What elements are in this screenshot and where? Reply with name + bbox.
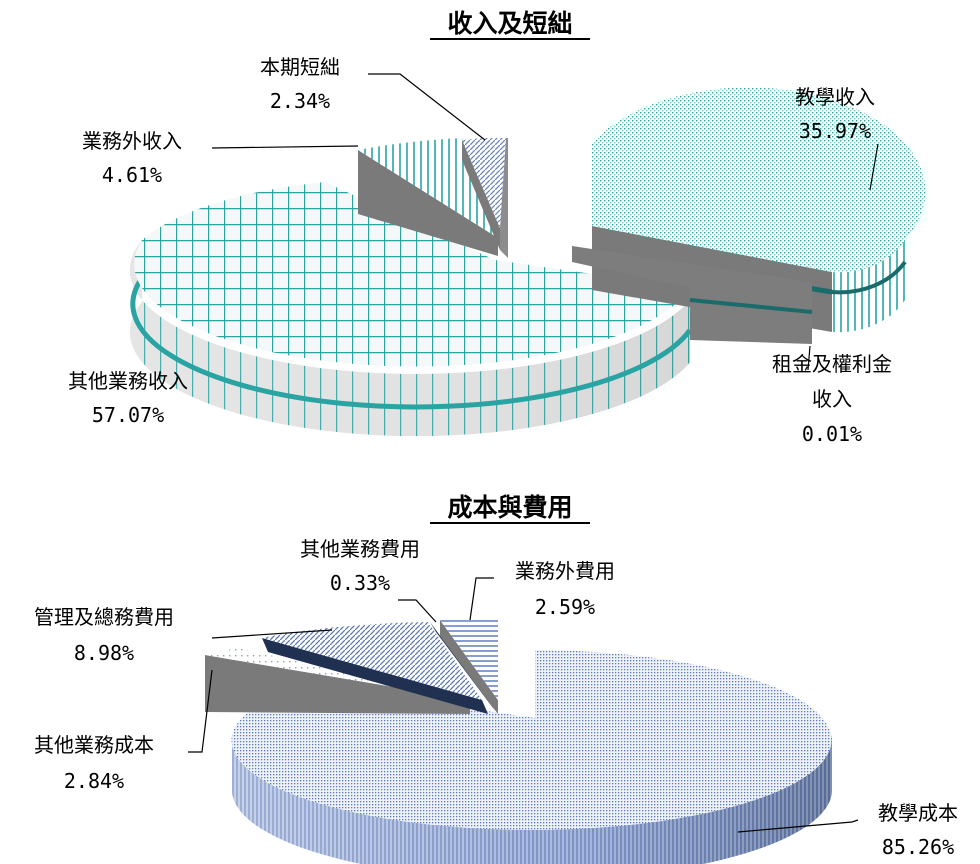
slice-side-other-business-cost: [205, 655, 470, 714]
slice-side-current-deficit-2: [500, 138, 508, 258]
label-non-operating-expense: 業務外費用: [515, 559, 615, 583]
slice-top-current-deficit: [462, 137, 506, 228]
leader-line-rent-royalty: [807, 345, 811, 371]
slice-top-non-operating-expense: [440, 617, 498, 700]
slice-side-non-operating-income: [358, 150, 498, 256]
slice-side-current-deficit: [462, 140, 500, 250]
value-rent-royalty-income: 0.01%: [802, 422, 862, 446]
value-non-operating-income: 4.61%: [102, 163, 162, 187]
chart-title-costs: 成本與費用: [447, 493, 572, 522]
leader-line-current-deficit: [368, 73, 486, 141]
leader-line-teaching-cost: [737, 819, 859, 833]
slice-band-rent-royalty-income: [689, 298, 813, 314]
slice-side-non-operating-expense: [440, 620, 498, 714]
label-other-business-expense: 其他業務費用: [300, 537, 420, 561]
leader-line-other-business-cost: [188, 669, 213, 753]
chart-income: 收入及短絀 本期短絀 2.34% 業務外收入 4.61%: [68, 9, 926, 446]
value-other-business-cost: 2.84%: [64, 769, 124, 793]
slice-top-non-operating-income: [358, 138, 498, 238]
leader-line-non-operating-expense: [469, 577, 494, 621]
leader-line-admin-expense: [211, 629, 333, 639]
chart-title-income: 收入及短絀: [447, 9, 572, 38]
slice-side-teaching-cost-pattern: [232, 735, 832, 864]
label-other-business-cost: 其他業務成本: [34, 733, 154, 757]
slice-top-other-business-income: [134, 182, 690, 367]
slice-top-teaching-income: [592, 87, 926, 273]
slice-band-other-business-income: [130, 276, 693, 410]
label-current-deficit: 本期短絀: [260, 55, 340, 79]
label-rent-royalty-income: 租金及權利金: [772, 352, 892, 376]
value-other-business-income: 57.07%: [92, 403, 164, 427]
slice-top-admin-expense: [262, 622, 482, 700]
slice-band-teaching-income-2: [831, 260, 907, 295]
leader-line-other-business-expense: [398, 599, 437, 623]
slice-top-teaching-cost: [231, 650, 832, 830]
label-admin-expense: 管理及總務費用: [34, 605, 174, 629]
slice-side-admin-expense: [262, 638, 488, 714]
value-teaching-cost: 85.26%: [882, 835, 954, 859]
slice-rent-royalty-income: [572, 246, 812, 344]
value-teaching-income: 35.97%: [799, 119, 871, 143]
value-current-deficit: 2.34%: [270, 89, 330, 113]
slice-side-other-business-income-pattern: [129, 240, 690, 437]
value-other-business-expense: 0.33%: [330, 571, 390, 595]
value-admin-expense: 8.98%: [74, 641, 134, 665]
label-teaching-income: 教學收入: [795, 85, 875, 109]
value-non-operating-expense: 2.59%: [535, 595, 595, 619]
chart-costs: 成本與費用 其他業務費用 0.33% 業務外費用 2.59% 管理及總務費用 8…: [34, 493, 958, 864]
label-teaching-cost: 教學成本: [878, 801, 958, 825]
label-rent-royalty-income-line2: 收入: [812, 387, 852, 411]
label-other-business-income: 其他業務收入: [68, 369, 188, 393]
label-non-operating-income: 業務外收入: [82, 129, 182, 153]
leader-line-non-operating-income: [211, 145, 359, 149]
leader-line-teaching-income: [869, 143, 879, 191]
